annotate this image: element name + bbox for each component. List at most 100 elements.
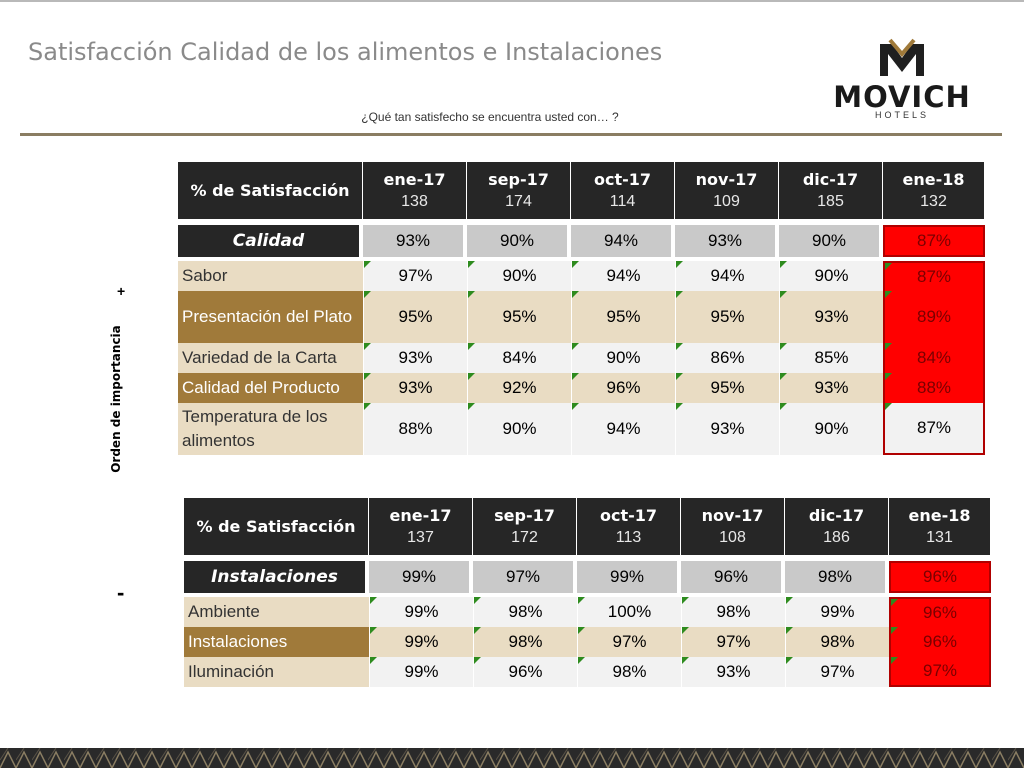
table-cell: 95% <box>675 291 779 343</box>
table-header-label: % de Satisfacción <box>184 498 368 555</box>
instalaciones-table: % de Satisfacción ene-17 137 sep-17 172 oc… <box>184 498 991 687</box>
summary-value: 98% <box>785 561 885 593</box>
table-cell: 93% <box>363 343 467 373</box>
table-cell: 99% <box>369 627 473 657</box>
table-cell: 93% <box>779 373 883 403</box>
period-month: ene-18 <box>902 169 965 189</box>
period-month: sep-17 <box>488 169 549 189</box>
period-header: oct-17 113 <box>577 498 680 555</box>
table-cell: 93% <box>681 657 785 687</box>
table-cell-alert: 89% <box>883 291 985 343</box>
header-divider <box>20 133 1002 136</box>
table-cell: 88% <box>363 403 467 455</box>
period-month: oct-17 <box>599 505 658 525</box>
summary-value: 99% <box>577 561 677 593</box>
summary-value: 99% <box>369 561 469 593</box>
table-cell-alert: 96% <box>889 597 991 627</box>
table-cell: 94% <box>571 261 675 291</box>
summary-value: 94% <box>571 225 671 257</box>
row-label: Calidad del Producto <box>178 373 363 403</box>
period-count: 172 <box>511 528 538 546</box>
period-count: 113 <box>615 528 642 546</box>
summary-value-alert: 96% <box>889 561 991 593</box>
period-header: ene-18 132 <box>883 162 984 219</box>
period-header: ene-17 137 <box>369 498 472 555</box>
period-header: dic-17 186 <box>785 498 888 555</box>
period-header: nov-17 109 <box>675 162 778 219</box>
period-month: ene-17 <box>389 505 452 525</box>
period-month: ene-17 <box>383 169 446 189</box>
period-month: dic-17 <box>808 505 865 525</box>
table-cell: 95% <box>467 291 571 343</box>
table-cell: 93% <box>779 291 883 343</box>
table-cell: 86% <box>675 343 779 373</box>
period-header: oct-17 114 <box>571 162 674 219</box>
zigzag-pattern-icon <box>0 748 1024 768</box>
table-cell: 98% <box>577 657 681 687</box>
period-header: nov-17 108 <box>681 498 784 555</box>
row-label: Presentación del Plato <box>178 291 363 343</box>
table-cell: 90% <box>571 343 675 373</box>
summary-value: 97% <box>473 561 573 593</box>
top-border <box>0 0 1024 2</box>
period-count: 114 <box>609 192 636 210</box>
period-month: oct-17 <box>593 169 652 189</box>
period-header: sep-17 172 <box>473 498 576 555</box>
table-cell: 85% <box>779 343 883 373</box>
row-label: Iluminación <box>184 657 369 687</box>
summary-value: 93% <box>675 225 775 257</box>
table-cell: 99% <box>785 597 889 627</box>
movich-logo: MOVICH HOTELS <box>812 38 992 122</box>
summary-label: Calidad <box>178 225 359 257</box>
row-label: Temperatura de los alimentos <box>178 403 363 455</box>
period-header: ene-17 138 <box>363 162 466 219</box>
period-count: 186 <box>823 528 850 546</box>
table-cell: 95% <box>363 291 467 343</box>
table-cell-alert: 87% <box>883 261 985 291</box>
importance-label: Orden de importancia <box>109 325 123 473</box>
period-count: 109 <box>713 192 740 210</box>
summary-value-alert: 87% <box>883 225 985 257</box>
period-month: nov-17 <box>701 505 764 525</box>
table-cell: 99% <box>369 597 473 627</box>
table-cell: 90% <box>779 261 883 291</box>
table-cell: 90% <box>779 403 883 455</box>
table-cell-alert: 87% <box>883 403 985 455</box>
summary-value: 96% <box>681 561 781 593</box>
summary-label: Instalaciones <box>184 561 365 593</box>
calidad-table: % de Satisfacción ene-17 138 sep-17 174 oc… <box>178 162 985 455</box>
table-header-label: % de Satisfacción <box>178 162 362 219</box>
table-cell: 97% <box>363 261 467 291</box>
period-month: nov-17 <box>695 169 758 189</box>
period-count: 137 <box>407 528 434 546</box>
period-count: 108 <box>719 528 746 546</box>
period-count: 138 <box>401 192 428 210</box>
table-cell: 90% <box>467 403 571 455</box>
table-cell: 98% <box>681 597 785 627</box>
period-count: 132 <box>920 192 947 210</box>
row-label: Instalaciones <box>184 627 369 657</box>
table-cell: 96% <box>571 373 675 403</box>
table-cell: 97% <box>681 627 785 657</box>
movich-emblem-icon <box>880 38 924 76</box>
table-cell: 97% <box>577 627 681 657</box>
table-cell-alert: 96% <box>889 627 991 657</box>
decorative-footer-band <box>0 748 1024 768</box>
period-header: dic-17 185 <box>779 162 882 219</box>
row-label: Sabor <box>178 261 363 291</box>
table-cell: 99% <box>369 657 473 687</box>
table-cell: 93% <box>363 373 467 403</box>
plus-sign: + <box>117 283 126 299</box>
table-cell: 95% <box>571 291 675 343</box>
table-cell: 94% <box>675 261 779 291</box>
summary-value: 90% <box>467 225 567 257</box>
period-month: ene-18 <box>908 505 971 525</box>
summary-value: 93% <box>363 225 463 257</box>
table-cell: 98% <box>785 627 889 657</box>
summary-value: 90% <box>779 225 879 257</box>
table-cell: 90% <box>467 261 571 291</box>
table-cell: 95% <box>675 373 779 403</box>
period-count: 174 <box>505 192 532 210</box>
period-header: ene-18 131 <box>889 498 990 555</box>
table-cell: 100% <box>577 597 681 627</box>
